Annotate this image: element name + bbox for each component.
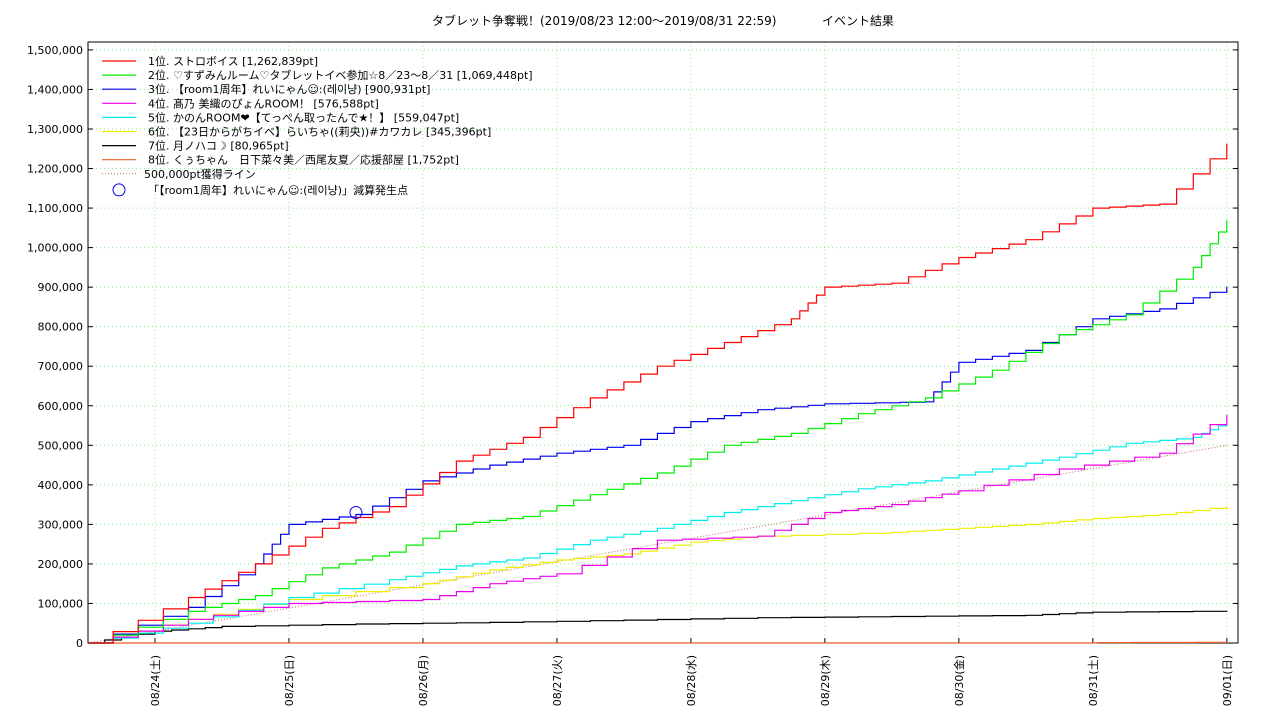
y-tick-label: 800,000: [38, 321, 84, 334]
series-line: [88, 220, 1228, 644]
x-tick-label: 08/27(火): [551, 655, 564, 706]
x-tick-label: 08/31(土): [1087, 655, 1100, 706]
axes: 0 100,000 200,000 300,000 400,000 500,000 600,…: [27, 41, 1239, 706]
x-tick-label: 09/01(日): [1221, 655, 1234, 706]
chart-subtitle: イベント結果: [822, 14, 894, 28]
y-tick-label: 700,000: [38, 360, 84, 373]
legend-label: 4位. 髙乃 美織のぴょんROOM！ [576,588pt]: [148, 96, 379, 110]
series-line: [88, 641, 1228, 644]
x-tick-label: 08/26(月): [417, 655, 430, 706]
series-line: [88, 286, 1228, 644]
y-tick-label: 1,100,000: [27, 202, 83, 215]
y-tick-label: 500,000: [38, 439, 84, 452]
y-tick-label: 0: [76, 637, 83, 650]
y-tick-label: 200,000: [38, 558, 84, 571]
legend-label: 3位. 【room1周年】れいにゃん☺︎:(레이냥) [900,931pt]: [148, 82, 430, 96]
x-tick-label: 08/28(水): [685, 655, 698, 706]
decrement-marker: [349, 506, 363, 520]
x-tick-label: 08/29(木): [819, 655, 832, 706]
chart-title: タブレット争奪戦！(2019/08/23 12:00〜2019/08/31 22…: [432, 13, 777, 28]
series-line: [88, 415, 1228, 644]
legend: 1位. ストロボイス [1,262,839pt]2位. ♡すずみんルーム♡タブレ…: [102, 54, 533, 197]
y-tick-label: 1,300,000: [27, 123, 83, 136]
y-tick-label: 1,400,000: [27, 83, 83, 96]
legend-label: 6位. 【23日からがちイベ】らいちゃ((莉央))#カワカレ [345,396p…: [148, 125, 491, 139]
legend-label: 500,000pt獲得ライン: [144, 168, 256, 181]
legend-label: 「【room1周年】れいにゃん☺︎:(레이냥)」減算発生点: [148, 183, 408, 197]
y-tick-label: 400,000: [38, 479, 84, 492]
y-tick-label: 1,500,000: [27, 44, 83, 57]
y-tick-label: 900,000: [38, 281, 84, 294]
legend-marker-symbol: [112, 183, 126, 197]
y-tick-label: 600,000: [38, 400, 84, 413]
series-line: [88, 610, 1228, 644]
legend-label: 8位. くぅちゃん 日下菜々美／西尾友夏／応援部屋 [1,752pt]: [148, 153, 459, 167]
y-tick-label: 100,000: [38, 597, 84, 610]
x-tick-label: 08/25(日): [283, 655, 296, 706]
legend-label: 7位. 月ノハコ☽ [80,965pt]: [148, 139, 289, 153]
legend-label: 2位. ♡すずみんルーム♡タブレットイベ参加☆8／23〜8／31 [1,069,…: [148, 68, 533, 82]
reference-line: [87, 444, 1227, 644]
grid: [88, 42, 1238, 643]
y-tick-label: 1,000,000: [27, 242, 83, 255]
series-line: [88, 506, 1228, 644]
y-tick-label: 300,000: [38, 518, 84, 531]
x-tick-label: 08/24(土): [149, 655, 162, 706]
legend-label: 5位. かのんROOM❤【てっぺん取ったんで★！】 [559,047pt]: [148, 110, 459, 124]
x-tick-label: 08/30(金): [952, 655, 966, 706]
legend-label: 1位. ストロボイス [1,262,839pt]: [148, 54, 318, 68]
series-lines: [87, 143, 1228, 644]
y-tick-label: 1,200,000: [27, 163, 83, 176]
series-line: [88, 422, 1228, 644]
series-line: [88, 143, 1228, 644]
